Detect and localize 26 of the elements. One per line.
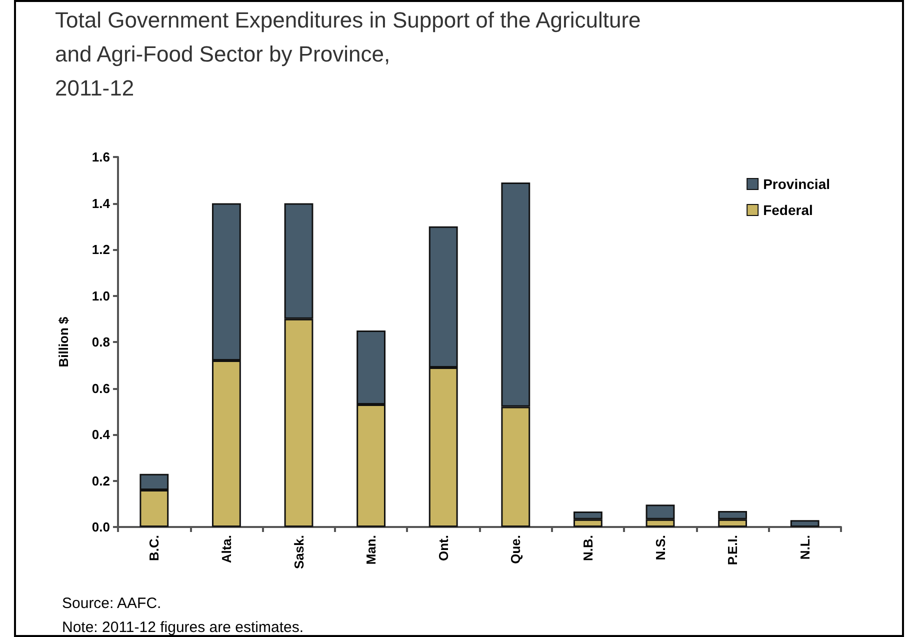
chart-title: Total Government Expenditures in Support of the Agriculture and Agri-Food Sector by Province, 2011-12 <box>55 8 641 100</box>
y-tick-label: 0.4 <box>92 427 111 442</box>
y-tick-label: 0.0 <box>92 520 110 534</box>
legend-label: Provincial <box>763 176 830 192</box>
y-tick-label: 0.2 <box>92 473 110 488</box>
x-tick-label: N.B. <box>580 535 596 561</box>
y-tick-label: 0.6 <box>92 380 110 396</box>
bar <box>790 520 820 527</box>
x-tick-label: Sask. <box>291 535 306 569</box>
x-tick-label: B.C. <box>146 535 162 561</box>
x-tick-label: P.E.I. <box>725 535 740 566</box>
y-tick-label: 1.0 <box>92 288 110 304</box>
x-tick-label: Alta. <box>218 535 234 564</box>
y-tick-label: 1.4 <box>92 196 111 211</box>
x-tick-label: N.S. <box>652 535 668 560</box>
text: Note: 2011-12 figures are estimates. <box>62 619 304 636</box>
x-tick-label: Que. <box>508 535 524 564</box>
x-tick-label: Ont. <box>436 535 451 561</box>
legend-label: Federal <box>763 202 813 218</box>
y-tick-label: 0.8 <box>92 334 110 350</box>
x-tick-label: N.L. <box>797 535 812 560</box>
x-tick-label: Man. <box>364 535 379 565</box>
source-note: Source: AAFC. <box>62 595 162 612</box>
y-tick-label: 1.2 <box>92 242 110 257</box>
y-tick-label: 1.6 <box>92 150 110 164</box>
y-axis-title: Billion $ <box>56 316 71 368</box>
